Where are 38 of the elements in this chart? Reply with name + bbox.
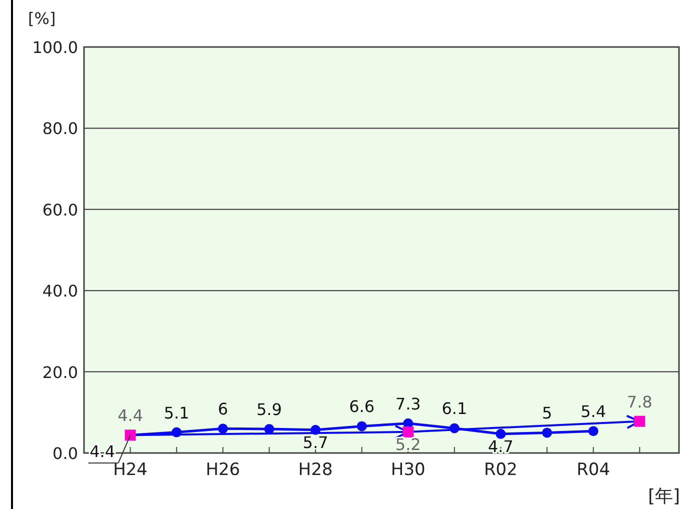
data-label: 5.1 — [164, 403, 190, 422]
data-label: 5.4 — [580, 402, 606, 422]
x-tick-label: R04 — [576, 460, 610, 480]
y-tick-label: 20.0 — [42, 362, 78, 382]
point — [264, 424, 274, 434]
y-tick-label: 100.0 — [32, 38, 78, 57]
data-label: 6.6 — [349, 397, 375, 416]
point — [172, 427, 182, 438]
data-label: 5.2 — [395, 434, 421, 454]
data-label: 5 — [542, 404, 552, 423]
data-label: 5.7 — [302, 432, 328, 452]
data-label: 6 — [218, 400, 228, 419]
point — [449, 423, 460, 434]
x-tick-label: H24 — [113, 460, 148, 480]
point — [356, 421, 367, 432]
x-tick-label: H28 — [298, 460, 333, 480]
point — [588, 426, 598, 436]
y-tick-label: 60.0 — [42, 200, 78, 220]
data-label: 7.8 — [626, 392, 652, 412]
x-tick-label: H26 — [206, 460, 240, 480]
point — [542, 428, 552, 438]
point — [634, 416, 646, 427]
x-axis-title: [年] — [648, 486, 680, 507]
data-label: 5.9 — [256, 400, 282, 420]
x-tick-label: H30 — [390, 460, 426, 480]
y-tick-label: 0.0 — [52, 444, 78, 463]
x-tick-label: R02 — [484, 460, 518, 480]
point — [496, 428, 506, 439]
point — [402, 426, 414, 438]
y-axis-title: [%] — [28, 9, 56, 28]
data-label: 4.7 — [488, 436, 514, 456]
point — [218, 424, 228, 434]
data-label: 7.3 — [395, 394, 421, 414]
y-tick-label: 80.0 — [42, 119, 78, 138]
point — [310, 424, 321, 435]
y-tick-label: 40.0 — [42, 282, 78, 301]
data-label: 4.4 — [118, 406, 144, 426]
data-label: 6.1 — [442, 399, 468, 418]
